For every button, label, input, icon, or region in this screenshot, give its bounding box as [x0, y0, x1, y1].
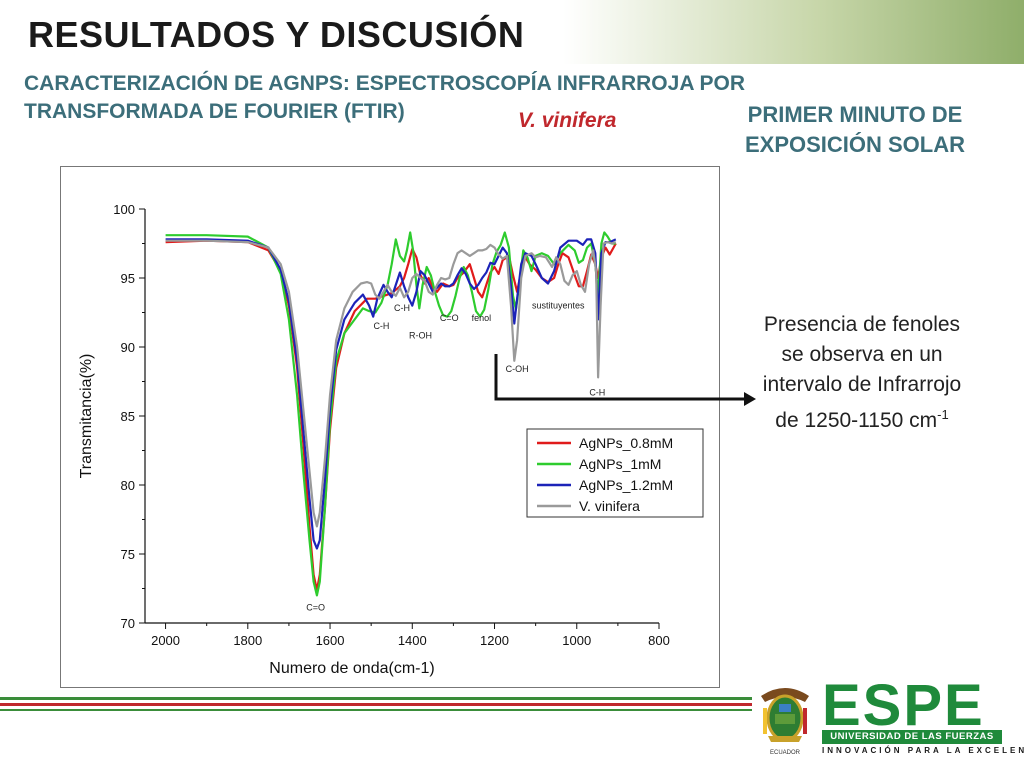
footer-stripe-red: [0, 703, 752, 706]
legend-label: AgNPs_1.2mM: [579, 477, 673, 493]
university-name: UNIVERSIDAD DE LAS FUERZAS ARMADAS: [822, 730, 1002, 756]
peak-annotation: C-H: [394, 303, 410, 313]
exposure-label: PRIMER MINUTO DE EXPOSICIÓN SOLAR: [744, 102, 966, 157]
y-tick-label: 80: [121, 478, 135, 493]
legend-label: AgNPs_0.8mM: [579, 435, 673, 451]
peak-annotation: C-H: [589, 387, 605, 397]
title-bar: [0, 0, 1024, 64]
species-label: V. vinifera: [518, 109, 617, 132]
peak-annotation: C=O: [306, 603, 325, 613]
phenol-note-superscript: -1: [937, 407, 949, 422]
x-tick-label: 1600: [316, 633, 345, 648]
peak-annotation: C=O: [440, 313, 459, 323]
university-motto: INNOVACIÓN PARA LA EXCELENCIA: [822, 746, 1024, 755]
ftir-chart: 70 75 80 85 90 95 100 2000 1800 1600 1400 1200 1000 8…: [60, 166, 720, 688]
peak-annotation: C-OH: [506, 364, 529, 374]
x-axis-label: Numero de onda(cm-1): [269, 660, 434, 677]
x-tick-label: 1800: [233, 633, 262, 648]
slide-subtitle: CARACTERIZACIÓN DE AGNPS: ESPECTROSCOPÍA…: [24, 72, 746, 123]
series-line-v-vinifera: [165, 239, 617, 528]
y-tick-label: 85: [121, 409, 135, 424]
phenol-note-text: Presencia de fenoles se observa en un in…: [762, 313, 962, 432]
series-line-agnps-1-2mm: [165, 238, 617, 550]
series-line-agnps-1mm: [165, 231, 616, 597]
espe-brand-text: ESPE: [822, 673, 985, 738]
y-axis-label: Transmitancia(%): [78, 354, 95, 479]
peak-annotation: fenol: [472, 313, 492, 323]
phenol-note: Presencia de fenoles se observa en un in…: [752, 310, 972, 436]
x-tick-label: 1200: [480, 633, 509, 648]
crest-logo: ECUADOR: [755, 678, 815, 760]
espe-logo: ESPE UNIVERSIDAD DE LAS FUERZAS ARMADAS …: [822, 673, 1024, 760]
footer-stripe-green: [0, 697, 752, 700]
peak-annotation: C-H: [373, 321, 389, 331]
y-tick-label: 90: [121, 340, 135, 355]
series-line-agnps-0-8mm: [165, 239, 617, 591]
y-tick-label: 100: [113, 202, 135, 217]
x-tick-label: 1400: [398, 633, 427, 648]
crest-caption: ECUADOR: [770, 750, 801, 756]
legend-label: AgNPs_1mM: [579, 456, 661, 472]
legend-label: V. vinifera: [579, 498, 640, 514]
peak-annotation: sustituyentes: [532, 300, 585, 310]
slide-title: RESULTADOS Y DISCUSIÓN: [28, 14, 525, 55]
x-tick-label: 800: [648, 633, 670, 648]
peak-annotation: R-OH: [409, 331, 432, 341]
footer-stripe-green-2: [0, 709, 752, 711]
y-tick-label: 70: [121, 616, 135, 631]
x-tick-label: 1000: [562, 633, 591, 648]
crest-icon: ECUADOR: [761, 688, 809, 756]
x-tick-label: 2000: [151, 633, 180, 648]
y-tick-label: 95: [121, 271, 135, 286]
y-tick-label: 75: [121, 547, 135, 562]
ftir-chart-svg: 70 75 80 85 90 95 100 2000 1800 1600 1400 1200 1000 8…: [78, 202, 704, 677]
